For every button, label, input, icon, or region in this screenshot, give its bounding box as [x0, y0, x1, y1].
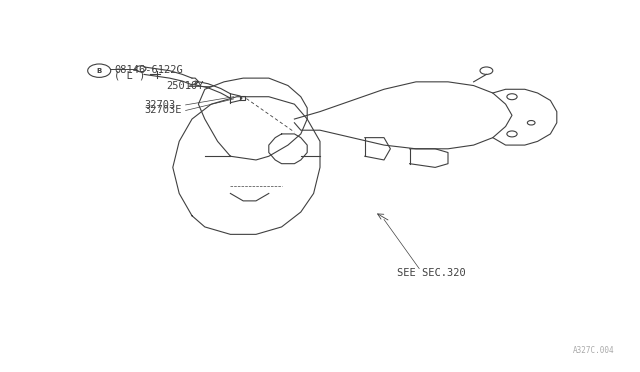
Text: 08146-6122G: 08146-6122G [114, 65, 182, 75]
Text: B: B [97, 68, 102, 74]
Text: A327C.004: A327C.004 [573, 346, 614, 355]
Text: 25010Y: 25010Y [166, 81, 204, 91]
Text: ( L ): ( L ) [114, 71, 145, 80]
Text: 32703: 32703 [144, 100, 175, 110]
Text: 32703E: 32703E [144, 106, 182, 115]
Text: SEE SEC.320: SEE SEC.320 [397, 269, 465, 278]
